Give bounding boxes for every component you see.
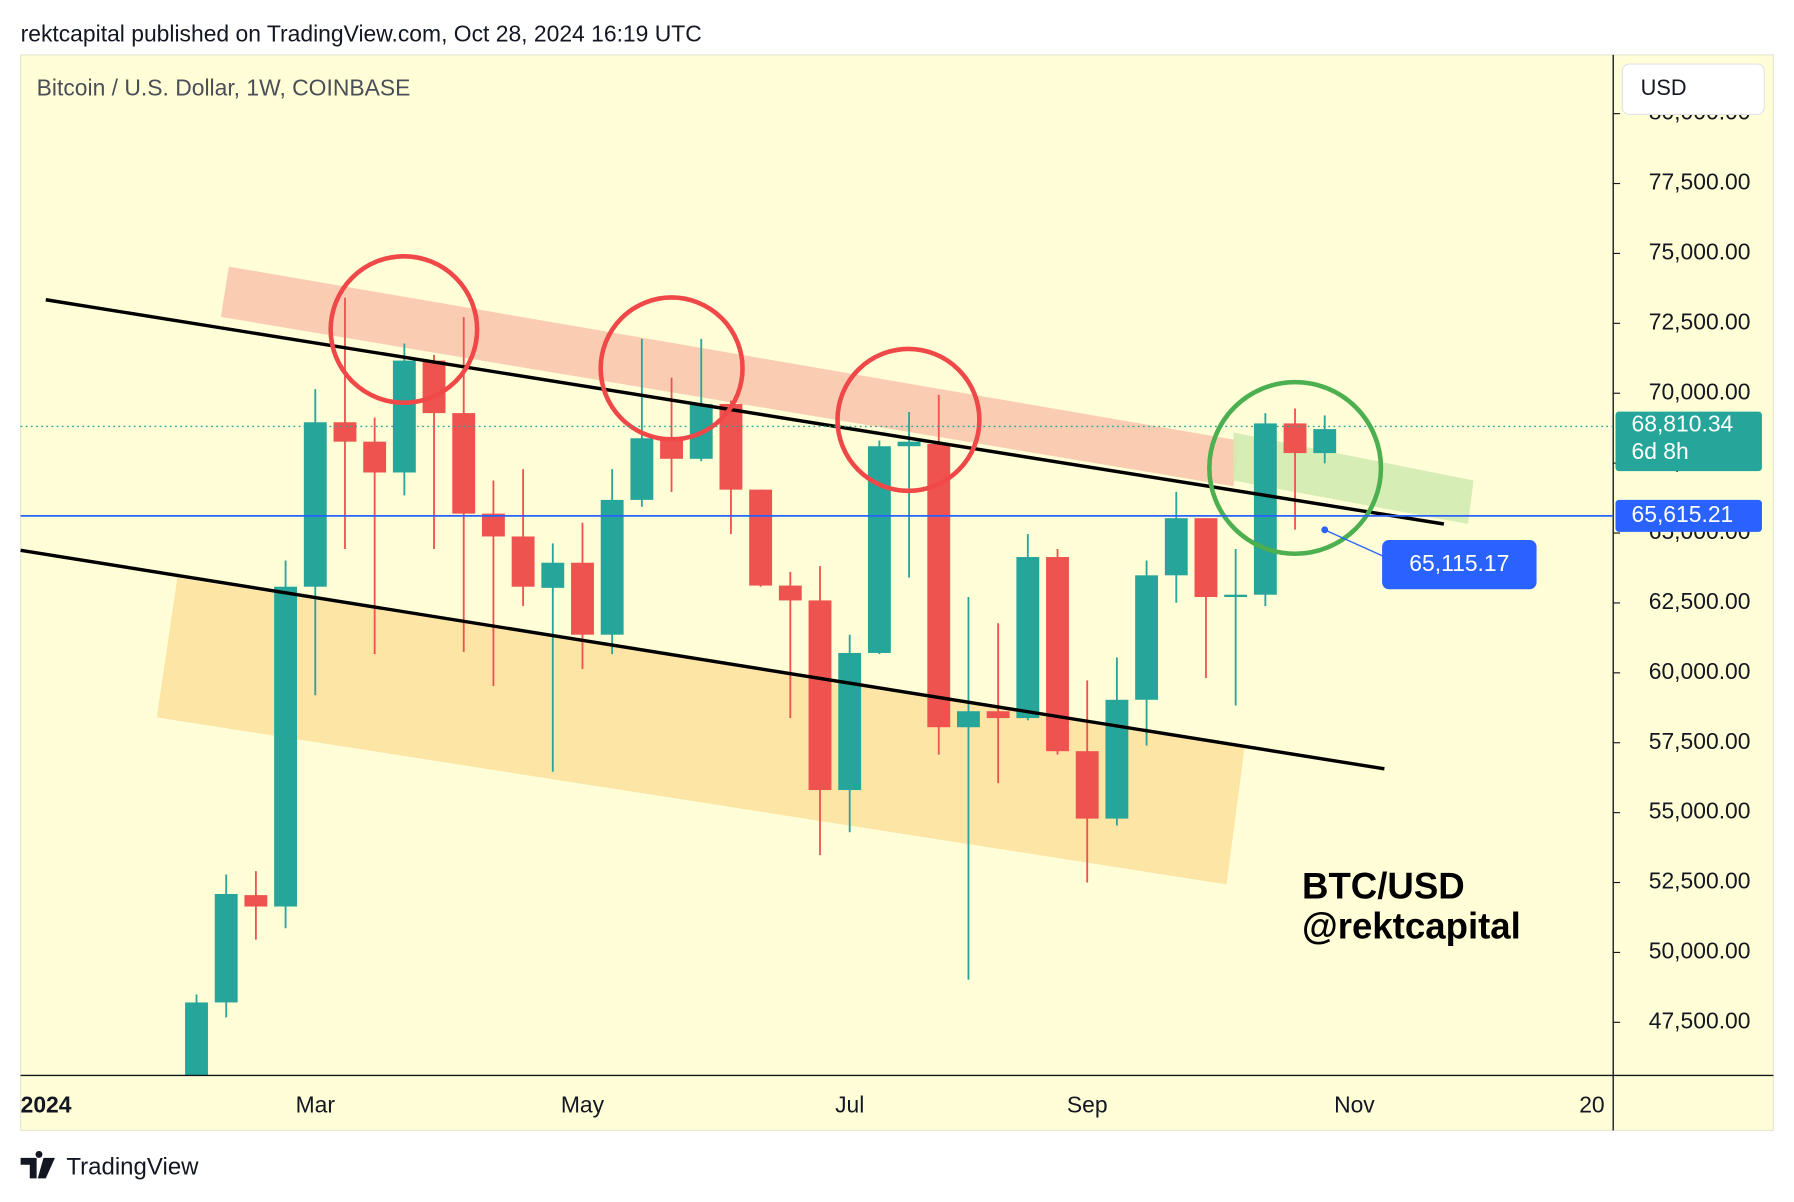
chart-background	[20, 54, 1774, 1131]
candle-body	[719, 403, 743, 490]
candle-body	[1224, 594, 1248, 598]
rejection-circle	[328, 253, 480, 406]
candle-body	[392, 360, 416, 473]
tradingview-logo: TradingView	[20, 1150, 199, 1180]
candle-body	[630, 438, 654, 500]
y-tick-label: 70,000.00	[1649, 378, 1751, 404]
annotation: @rektcapital	[1302, 906, 1521, 947]
rejection-circle	[598, 295, 745, 442]
candle-body	[333, 422, 357, 442]
candle-body	[185, 1002, 208, 1076]
x-tick-label: Sep	[1067, 1091, 1108, 1117]
y-tick-label: 77,500.00	[1649, 169, 1751, 195]
candle-body	[1046, 557, 1069, 752]
candle-body	[541, 562, 565, 588]
candle-body	[749, 489, 773, 586]
y-tick-label: 55,000.00	[1649, 798, 1751, 824]
candle-body	[422, 360, 446, 414]
candle-body	[1135, 575, 1159, 700]
annotation: BTC/USD	[1302, 866, 1465, 907]
last-price-label: 68,810.34	[1632, 410, 1734, 436]
candle-body	[571, 562, 594, 635]
candle-body	[1253, 423, 1277, 595]
x-tick-label: 20	[1579, 1091, 1604, 1117]
y-tick-label: 57,500.00	[1649, 728, 1751, 754]
candle-body	[957, 711, 980, 728]
candle-body	[481, 513, 505, 537]
candle-body	[1194, 518, 1218, 598]
currency-label[interactable]: USD	[1641, 75, 1687, 100]
candle-body	[363, 441, 387, 473]
y-tick-label: 62,500.00	[1649, 588, 1751, 614]
candle-body	[244, 895, 268, 907]
lower-trendline	[20, 548, 1385, 771]
candle-body	[1075, 751, 1099, 819]
price-line-tag	[1615, 499, 1762, 532]
candle-body	[986, 711, 1010, 719]
y-tick-label: 47,500.00	[1649, 1007, 1751, 1033]
candle-body	[303, 422, 327, 587]
candle-body	[808, 600, 832, 791]
candle-body	[274, 586, 298, 907]
candle-body	[927, 443, 951, 728]
support-zone	[156, 577, 1245, 885]
breakout-circle	[1207, 379, 1384, 557]
candle-body	[452, 413, 476, 514]
candle-body	[867, 446, 891, 653]
x-tick-label: May	[561, 1091, 605, 1117]
x-tick-label: Jul	[835, 1091, 864, 1117]
y-tick-label: 75,000.00	[1649, 238, 1751, 264]
overlay	[20, 253, 1445, 771]
y-tick-label: 60,000.00	[1649, 658, 1751, 684]
candle-body	[660, 438, 683, 459]
candle-body	[897, 441, 921, 447]
x-tick-label: Nov	[1334, 1091, 1375, 1117]
price-line-label: 65,615.21	[1632, 501, 1734, 527]
footer-brand: TradingView	[66, 1153, 199, 1180]
candle-body	[511, 536, 535, 587]
publish-header: rektcapital published on TradingView.com…	[21, 21, 702, 47]
callout-box	[1382, 540, 1537, 590]
retest-zone	[1233, 432, 1474, 525]
rejection-circle	[835, 346, 982, 494]
candle-body	[838, 652, 862, 791]
candle-body	[600, 499, 624, 635]
candle-body	[1105, 699, 1129, 819]
candle-body	[1164, 518, 1188, 576]
candle-body	[1313, 429, 1337, 454]
y-tick-label: 50,000.00	[1649, 937, 1751, 963]
candle-body	[214, 893, 238, 1003]
callout-point	[1321, 526, 1329, 534]
chart-title: Bitcoin / U.S. Dollar, 1W, COINBASE	[37, 74, 411, 100]
candle-body	[778, 585, 802, 601]
last-price-tag	[1615, 411, 1762, 472]
currency-button[interactable]	[1621, 63, 1765, 115]
candle-body	[1283, 423, 1307, 454]
x-tick-label: 2024	[21, 1091, 72, 1117]
countdown-label: 6d 8h	[1632, 438, 1689, 464]
y-tick-label: 52,500.00	[1649, 868, 1751, 894]
logo-mark	[20, 1150, 55, 1179]
candle-body	[1016, 557, 1040, 719]
y-tick-label: 72,500.00	[1649, 308, 1751, 334]
x-tick-label: Mar	[296, 1091, 336, 1117]
callout-label: 65,115.17	[1409, 550, 1509, 576]
